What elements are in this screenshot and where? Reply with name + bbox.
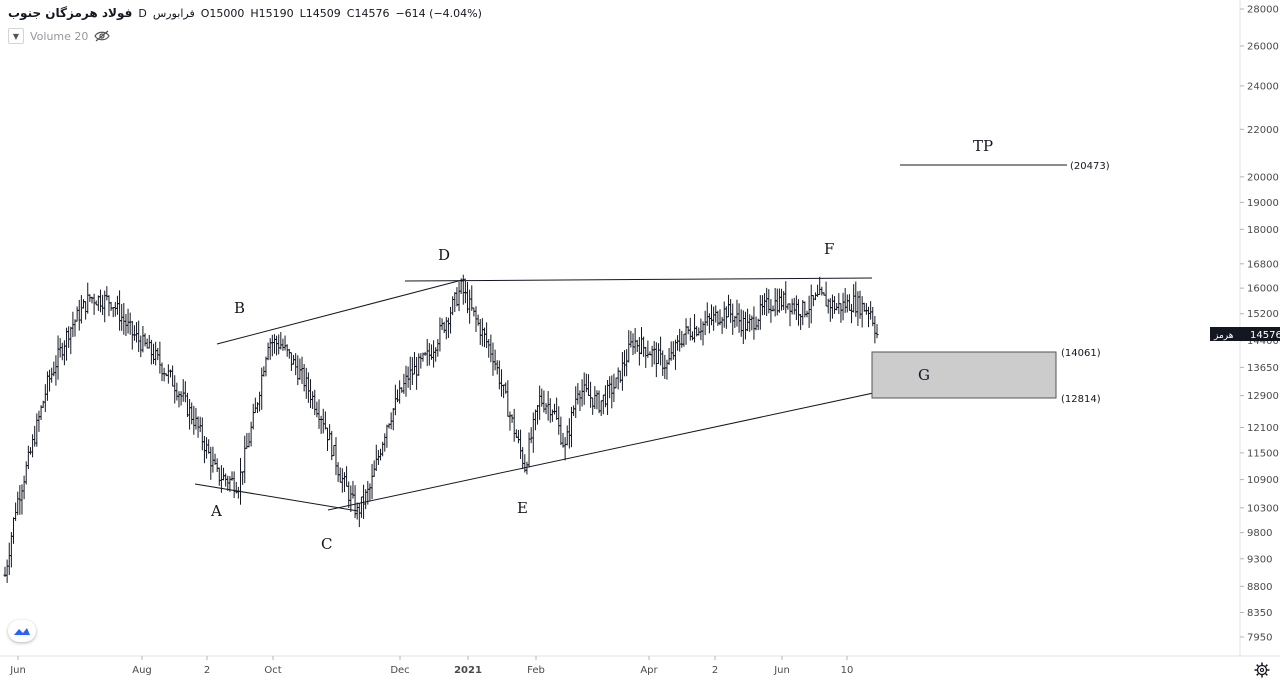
price-tick-label: 12900: [1247, 391, 1279, 402]
change-value: −614 (−4.04%): [395, 6, 482, 20]
price-tick-label: 8350: [1247, 608, 1272, 619]
current-price-tag-bg: [1210, 327, 1280, 341]
trendline-b-d[interactable]: [216, 278, 467, 345]
time-axis[interactable]: Jun Aug 2 Oct Dec 2021 Feb Apr 2 Jun 10: [0, 655, 1280, 676]
time-tick-label: 2: [204, 665, 210, 676]
price-tick-label: 9800: [1247, 528, 1272, 539]
trendline-c-g-support[interactable]: [327, 385, 907, 511]
open-value: O15000: [200, 6, 245, 20]
target-zone[interactable]: [871, 351, 1057, 399]
time-tick-label: Dec: [390, 665, 409, 676]
price-tick-label: 16800: [1247, 259, 1279, 270]
time-tick-label: Oct: [264, 665, 281, 676]
gear-icon[interactable]: [1254, 662, 1270, 678]
price-axis[interactable]: 28000 26000 24000 22000 20000 19000 18000 16800…: [1210, 0, 1280, 656]
price-tick-label: 7950: [1247, 633, 1272, 644]
wave-label-e: E: [517, 499, 528, 517]
time-tick-label: Aug: [132, 665, 152, 676]
volume-legend[interactable]: ▼ Volume 20: [8, 27, 111, 45]
high-value: H15190: [250, 6, 294, 20]
price-tick-label: 28000: [1247, 5, 1279, 16]
tradingview-logo[interactable]: [8, 620, 36, 642]
price-tick-label: 20000: [1247, 172, 1279, 183]
price-tick-label: 11500: [1247, 448, 1279, 459]
time-tick-label: Jun: [9, 665, 26, 676]
time-tick-label: Feb: [527, 665, 545, 676]
close-value: C14576: [346, 6, 390, 20]
time-tick-label: Apr: [640, 665, 658, 676]
current-price-value: 14576: [1250, 330, 1280, 341]
time-tick-label: 10: [841, 665, 854, 676]
price-tick-label: 13650: [1247, 363, 1279, 374]
chart-background: [0, 0, 1240, 656]
price-tick-label: 24000: [1247, 81, 1279, 92]
price-tick-label: 18000: [1247, 225, 1279, 236]
time-tick-label: 2: [712, 665, 718, 676]
price-tick-label: 26000: [1247, 41, 1279, 52]
price-tick-label: 16000: [1247, 284, 1279, 295]
price-tick-label: 14400: [1247, 336, 1279, 347]
price-tick-label: 15200: [1247, 309, 1279, 320]
interval-label[interactable]: D: [138, 6, 147, 20]
trendline-d-f-resistance[interactable]: [404, 277, 873, 282]
wave-label-d: D: [438, 246, 450, 264]
price-tick-label: 10300: [1247, 503, 1279, 514]
wave-label-c: C: [321, 535, 332, 553]
cloud-icon: [14, 628, 30, 635]
chevron-down-icon[interactable]: ▼: [8, 28, 24, 44]
symbol-legend[interactable]: فولاد هرمزگان جنوب D فرابورس O15000 H151…: [8, 4, 482, 22]
symbol-name[interactable]: فولاد هرمزگان جنوب: [8, 6, 133, 20]
price-tick-label: 8800: [1247, 582, 1272, 593]
wave-labels: A B C D E F G TP: [210, 137, 993, 553]
ohlc-bar: [875, 324, 879, 339]
price-tick-label: 19000: [1247, 198, 1279, 209]
exchange-label: فرابورس: [152, 6, 195, 20]
price-tick-label: 9300: [1247, 554, 1272, 565]
volume-label: Volume 20: [30, 29, 89, 43]
time-tick-label: Jun: [773, 665, 790, 676]
price-tick-label: 12100: [1247, 423, 1279, 434]
price-tick-label: 22000: [1247, 125, 1279, 136]
eye-hidden-icon[interactable]: [94, 30, 111, 42]
zone-lower-label: (12814): [1061, 394, 1101, 405]
tp-level-label: (20473): [1070, 161, 1110, 172]
ohlc-bars: [3, 274, 879, 583]
current-price-tag-name: هرمز: [1213, 331, 1234, 341]
trendline-a-c[interactable]: [194, 483, 359, 512]
low-value: L14509: [299, 6, 341, 20]
zone-upper-label: (14061): [1061, 348, 1101, 359]
wave-label-tp: TP: [973, 137, 993, 155]
drawings[interactable]: [194, 164, 1067, 512]
wave-label-a: A: [210, 502, 222, 520]
price-tick-label: 10900: [1247, 475, 1279, 486]
time-tick-label: 2021: [454, 665, 482, 676]
wave-label-g: G: [918, 366, 930, 384]
wave-label-f: F: [824, 240, 834, 258]
level-labels: (20473) (14061) (12814): [1061, 161, 1110, 405]
wave-label-b: B: [234, 299, 245, 317]
